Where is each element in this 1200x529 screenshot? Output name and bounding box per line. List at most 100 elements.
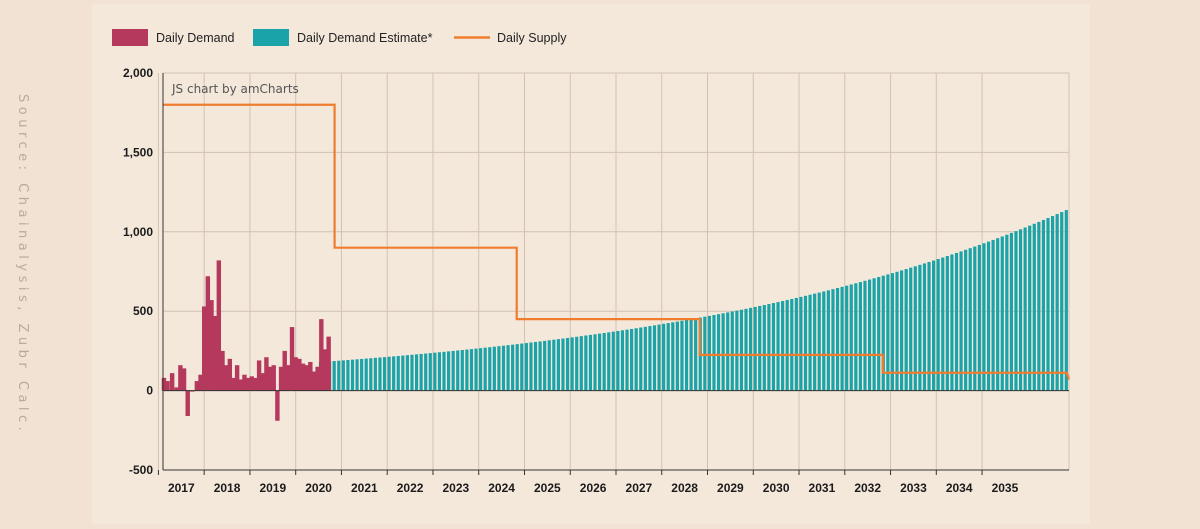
demand-bar bbox=[300, 363, 306, 391]
estimate-bar bbox=[529, 342, 533, 391]
demand-bar bbox=[249, 376, 254, 391]
demand-bar bbox=[194, 381, 200, 391]
x-tick-label: 2022 bbox=[397, 481, 424, 495]
estimate-bar bbox=[1028, 225, 1032, 391]
estimate-bar bbox=[341, 360, 345, 391]
tick-labels: 2,000 1,500 1,000 500 0 -500 2017 2018 2019 2020 2… bbox=[123, 66, 1019, 495]
demand-bar bbox=[178, 365, 183, 391]
demand-bar bbox=[227, 358, 233, 391]
estimate-bar bbox=[350, 359, 355, 391]
y-tick-label: 1,000 bbox=[123, 225, 153, 239]
x-tick-label: 2025 bbox=[534, 481, 561, 495]
estimate-bar bbox=[602, 332, 606, 391]
estimate-bar bbox=[904, 269, 908, 391]
estimate-bar bbox=[1009, 232, 1013, 391]
estimate-bar bbox=[950, 254, 954, 391]
estimate-bar bbox=[451, 350, 455, 391]
estimate-bar bbox=[684, 319, 689, 391]
x-tick-label: 2017 bbox=[168, 481, 195, 495]
estimate-bar bbox=[662, 323, 666, 391]
estimate-bar bbox=[813, 293, 817, 391]
estimate-bar bbox=[808, 294, 812, 391]
demand-bar bbox=[161, 377, 167, 391]
estimate-bar bbox=[991, 239, 995, 391]
demand-bar bbox=[231, 377, 236, 391]
supply-line-path bbox=[163, 103, 1071, 380]
estimate-bar bbox=[671, 322, 675, 391]
estimate-bar bbox=[414, 354, 419, 391]
demand-bar bbox=[267, 366, 273, 391]
estimate-bar bbox=[945, 256, 949, 391]
x-tick-label: 2020 bbox=[305, 481, 332, 495]
demand-bar bbox=[260, 373, 265, 391]
estimate-bar bbox=[424, 353, 428, 391]
source-note: Source: Chainalysis, Zubr Calc. bbox=[15, 94, 30, 436]
estimate-bar bbox=[657, 324, 661, 391]
estimate-bar bbox=[625, 329, 629, 391]
estimate-bar bbox=[968, 248, 972, 391]
estimate-bar bbox=[355, 359, 359, 391]
estimate-bar bbox=[387, 356, 391, 391]
estimate-bar bbox=[959, 251, 963, 391]
estimate-bar bbox=[584, 335, 588, 391]
estimate-bar bbox=[364, 358, 368, 391]
estimate-bar bbox=[863, 280, 867, 391]
estimate-bar bbox=[575, 336, 579, 391]
x-tick-label: 2032 bbox=[854, 481, 881, 495]
x-tick-label: 2031 bbox=[809, 481, 836, 495]
estimate-bar bbox=[1032, 223, 1036, 391]
estimate-bar bbox=[886, 274, 890, 391]
estimate-bar bbox=[456, 350, 460, 391]
estimate-bar bbox=[831, 289, 835, 391]
estimate-bar bbox=[1041, 219, 1046, 391]
estimate-bar bbox=[716, 314, 721, 391]
demand-bar bbox=[234, 365, 240, 391]
estimate-bar bbox=[1023, 227, 1027, 391]
x-tick-label: 2019 bbox=[259, 481, 286, 495]
demand-bar bbox=[174, 387, 179, 391]
estimate-bar bbox=[460, 350, 464, 391]
estimate-bar bbox=[469, 349, 474, 391]
axes bbox=[157, 73, 1069, 475]
estimate-bar bbox=[1046, 218, 1050, 391]
estimate-bar bbox=[822, 291, 826, 391]
estimate-bar bbox=[954, 252, 959, 391]
legend-swatch-daily-demand bbox=[112, 29, 148, 46]
estimate-bar bbox=[332, 361, 336, 391]
estimate-bar bbox=[922, 263, 927, 391]
estimate-bar bbox=[360, 358, 364, 391]
demand-bar bbox=[223, 365, 229, 391]
estimate-bar bbox=[446, 351, 451, 391]
estimate-bar bbox=[337, 360, 341, 391]
y-tick-label: 0 bbox=[146, 384, 153, 398]
y-tick-label: 1,500 bbox=[123, 145, 153, 159]
estimate-bar bbox=[858, 282, 862, 391]
estimate-bar bbox=[1000, 236, 1004, 391]
estimate-bar bbox=[689, 319, 693, 391]
estimate-bar bbox=[781, 301, 785, 391]
estimate-bar bbox=[515, 344, 519, 391]
estimate-bar bbox=[346, 360, 350, 391]
legend-item-daily-demand-estimate[interactable]: Daily Demand Estimate* bbox=[253, 29, 433, 46]
legend: Daily Demand Daily Demand Estimate* Dail… bbox=[112, 29, 567, 46]
estimate-bar bbox=[501, 345, 506, 391]
legend-item-daily-supply[interactable]: Daily Supply bbox=[454, 31, 567, 45]
estimate-bar bbox=[986, 241, 991, 391]
estimate-bar bbox=[620, 330, 625, 391]
estimate-bar bbox=[790, 298, 794, 391]
estimate-bar bbox=[666, 323, 670, 391]
estimate-bar bbox=[643, 326, 647, 391]
legend-item-daily-demand[interactable]: Daily Demand bbox=[112, 29, 235, 46]
demand-bar bbox=[282, 350, 287, 391]
estimate-bar bbox=[799, 296, 803, 391]
demand-bar bbox=[209, 300, 214, 391]
estimate-bar bbox=[433, 352, 437, 391]
demand-bar bbox=[319, 319, 324, 391]
estimate-bar bbox=[675, 321, 679, 391]
x-tick-label: 2030 bbox=[763, 481, 790, 495]
estimate-bar bbox=[1055, 214, 1059, 391]
estimate-bar bbox=[616, 330, 620, 391]
estimate-bar bbox=[721, 313, 725, 391]
amcharts-credit[interactable]: JS chart by amCharts bbox=[171, 82, 299, 96]
demand-bar bbox=[264, 357, 269, 391]
